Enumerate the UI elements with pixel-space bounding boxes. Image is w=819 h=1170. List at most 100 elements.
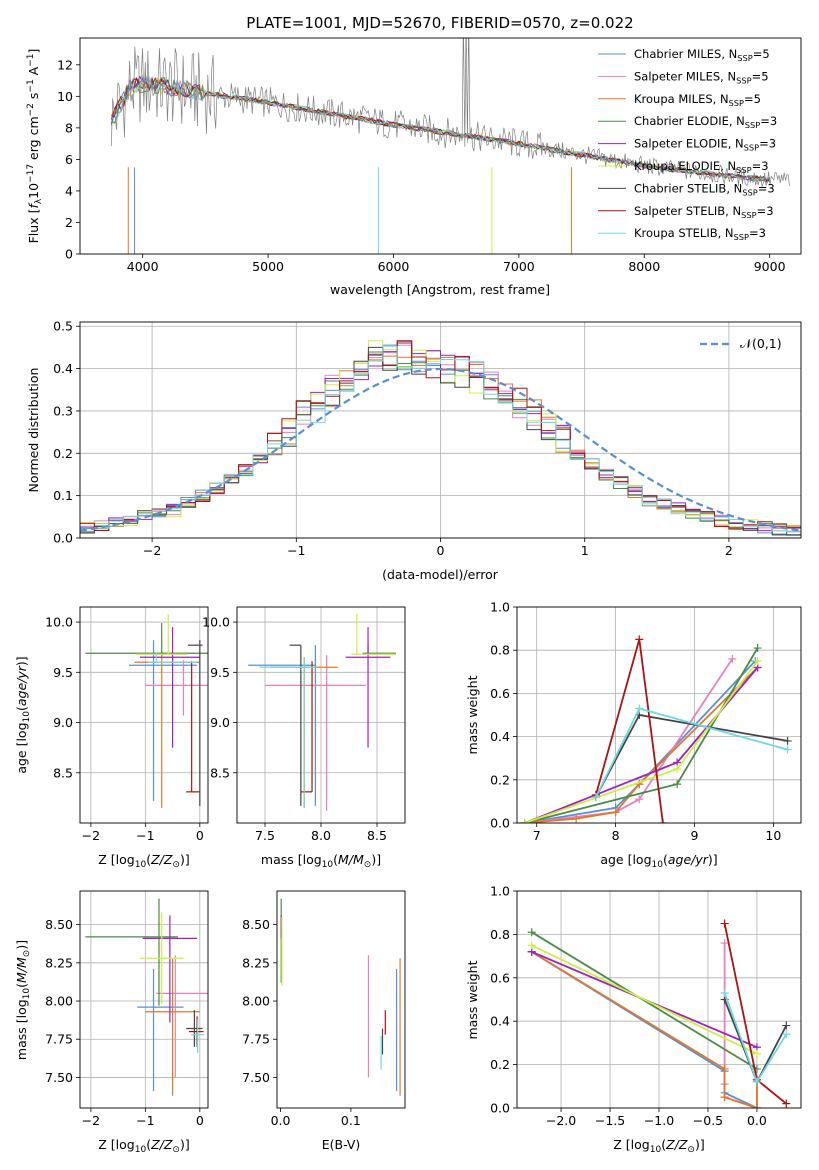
- weight-line: [531, 931, 758, 1070]
- y-tick-label: 0.6: [490, 686, 510, 701]
- grid-lines: [517, 890, 801, 1109]
- figure-title: PLATE=1001, MJD=52670, FIBERID=0570, z=0…: [246, 14, 633, 32]
- y-tick-label: 8.5: [53, 765, 73, 780]
- ticks: −2 −1 0 8.5 9.0 9.5 10.0: [45, 615, 204, 843]
- weight_vs_age-panel: 7 8 9 10 0.0 0.2 0.4 0.6 0.8 1.0 age [log10(age/yr…: [465, 600, 802, 870]
- ticks: 7 8 9 10 0.0 0.2 0.4 0.6 0.8 1.0: [490, 600, 781, 844]
- y-tick-label: 0.8: [490, 927, 510, 942]
- x-axis-label: age [log10(age/yr)]: [600, 852, 717, 870]
- spectrum-panel: 4000 5000 6000 7000 8000 9000 0 2 4 6 8 10 12 Chabrie…: [26, 37, 802, 297]
- y-tick-label: 0.4: [53, 361, 73, 376]
- y-axis-label: mass weight: [465, 960, 480, 1039]
- legend: 𝒩(0,1): [700, 336, 782, 351]
- age_vs_Z-panel: −2 −1 0 8.5 9.0 9.5 10.0 Z [log10(Z/Z⊙)] age [lo…: [14, 606, 209, 870]
- legend-label: Kroupa ELODIE, NSSP=3: [634, 159, 769, 175]
- plot-area: [80, 340, 801, 536]
- residuals-panel: −2 −1 0 1 2 0.0 0.1 0.2 0.3 0.4 0.5 𝒩(0,1) (data-mod…: [26, 319, 802, 582]
- y-tick-label: 10.0: [45, 615, 73, 630]
- x-tick-label: 5000: [252, 259, 284, 274]
- y-tick-label: 2: [65, 215, 73, 230]
- y-tick-label: 1.0: [490, 884, 510, 899]
- observed-spectrum: [110, 38, 790, 187]
- weight-marker: [635, 635, 644, 644]
- x-tick-label: 0.0: [747, 1113, 767, 1128]
- x-tick-label: 7000: [503, 259, 535, 274]
- axes-frame: [79, 890, 209, 1109]
- x-axis-label: mass [log10(M/M⊙)]: [261, 852, 381, 870]
- y-tick-label: 0.6: [490, 970, 510, 985]
- x-tick-label: 1: [581, 543, 589, 558]
- weight_vs_Z-panel: −2.0 −1.5 −1.0 −0.5 0.0 0.0 0.2 0.4 0.6 0.8 1.0 Z […: [465, 884, 802, 1155]
- y-tick-label: 8.25: [45, 955, 73, 970]
- age_vs_mass-panel: 7.5 8.0 8.5 8.5 9.0 9.5 10.0 mass [log10(M/M⊙)]: [202, 606, 406, 870]
- x-tick-label: −2: [82, 828, 100, 843]
- x-tick-label: 8.5: [367, 828, 387, 843]
- plot-area: [110, 38, 790, 254]
- x-tick-label: 6000: [378, 259, 410, 274]
- y-tick-label: 0.0: [53, 531, 73, 546]
- x-axis-label: E(B-V): [322, 1137, 361, 1152]
- x-axis-label: Z [log10(Z/Z⊙)]: [613, 1137, 704, 1155]
- x-tick-label: 7.5: [255, 828, 275, 843]
- weight-marker: [572, 814, 581, 823]
- weight-marker: [520, 819, 529, 823]
- weight-marker: [720, 939, 729, 948]
- y-tick-label: 0: [65, 247, 73, 262]
- weight-marker: [752, 1077, 761, 1086]
- legend-label: Kroupa STELIB, NSSP=3: [634, 226, 766, 242]
- weight-marker: [783, 745, 792, 754]
- plot-area: [527, 919, 791, 1108]
- weight-marker: [673, 780, 682, 789]
- y-tick-label: 7.50: [242, 1070, 270, 1085]
- weight-line: [723, 943, 758, 1108]
- x-tick-label: 10: [765, 828, 781, 843]
- y-tick-label: 0.4: [490, 729, 510, 744]
- x-axis-label: (data-model)/error: [382, 567, 499, 582]
- legend-label: Chabrier MILES, NSSP=5: [634, 47, 770, 63]
- plot-area: [248, 614, 397, 811]
- x-tick-label: −2: [82, 1113, 100, 1128]
- x-tick-label: −1: [136, 1113, 154, 1128]
- x-axis-label: Z [log10(Z/Z⊙)]: [98, 852, 189, 870]
- legend-label: Chabrier ELODIE, NSSP=3: [634, 114, 777, 130]
- y-tick-label: 10.0: [202, 615, 230, 630]
- x-tick-label: 7: [533, 828, 541, 843]
- y-axis-label: Flux [fλ10−17 erg cm−2 s−1 A−1]: [26, 49, 44, 244]
- plot-area: [85, 614, 208, 808]
- y-tick-label: 9.0: [210, 715, 230, 730]
- weight-line: [524, 658, 734, 823]
- y-tick-label: 0.3: [53, 403, 73, 418]
- plot-area: [280, 898, 401, 1096]
- y-tick-label: 0.2: [490, 1057, 510, 1072]
- y-axis-label: mass [log10(M/M⊙)]: [14, 940, 32, 1060]
- normal-curve: [80, 367, 801, 532]
- x-tick-label: −1.0: [644, 1113, 674, 1128]
- y-tick-label: 8.25: [242, 955, 270, 970]
- weight-marker: [527, 928, 536, 937]
- x-tick-label: −1: [136, 828, 154, 843]
- weight-marker: [752, 1104, 761, 1108]
- y-tick-label: 0.0: [490, 1101, 510, 1116]
- y-tick-label: 7.75: [242, 1032, 270, 1047]
- x-tick-label: −2: [143, 543, 161, 558]
- ticks: 4000 5000 6000 7000 8000 9000 0 2 4 6 8 10 12: [57, 57, 786, 274]
- ticks: 0.0 0.1 7.50 7.75 8.00 8.25 8.50: [242, 917, 361, 1128]
- weight-marker: [527, 941, 536, 950]
- legend-label: 𝒩(0,1): [740, 336, 782, 351]
- x-tick-label: −0.5: [693, 1113, 723, 1128]
- mass_vs_EBV-panel: 0.0 0.1 7.50 7.75 8.00 8.25 8.50 E(B-V): [242, 890, 406, 1152]
- y-tick-label: 8.50: [45, 917, 73, 932]
- x-tick-label: 0: [196, 828, 204, 843]
- weight-marker: [783, 736, 792, 745]
- grid-lines: [237, 607, 405, 823]
- y-tick-label: 1.0: [490, 600, 510, 615]
- weight-marker: [728, 654, 737, 663]
- weight-marker: [658, 819, 667, 823]
- ticks: −2.0 −1.5 −1.0 −0.5 0.0 0.0 0.2 0.4 0.6 0.8 1.0: [490, 884, 767, 1129]
- plot-area: [85, 898, 208, 1096]
- model-line: [111, 77, 771, 182]
- x-tick-label: 9000: [754, 259, 786, 274]
- weight-marker: [611, 808, 620, 817]
- axes-frame: [79, 321, 802, 539]
